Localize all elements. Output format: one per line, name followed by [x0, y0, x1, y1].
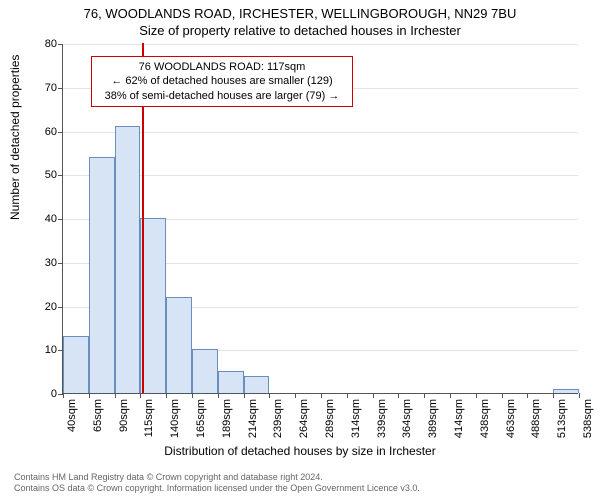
x-tick-label: 189sqm	[221, 399, 233, 438]
histogram-bar	[166, 297, 192, 393]
x-tick-mark	[63, 393, 64, 398]
x-tick-label: 140sqm	[169, 399, 181, 438]
histogram-bar	[140, 218, 166, 393]
x-tick-label: 314sqm	[350, 399, 362, 438]
histogram-bar	[192, 349, 218, 393]
footer-line2: Contains OS data © Crown copyright. Info…	[14, 483, 420, 494]
x-tick-label: 239sqm	[272, 399, 284, 438]
y-axis-label: Number of detached properties	[8, 55, 22, 220]
x-tick-label: 364sqm	[401, 399, 413, 438]
annotation-line: 76 WOODLANDS ROAD: 117sqm	[98, 60, 346, 74]
x-tick-label: 90sqm	[118, 399, 130, 432]
x-tick-mark	[527, 393, 528, 398]
x-tick-label: 289sqm	[324, 399, 336, 438]
x-tick-label: 488sqm	[530, 399, 542, 438]
annotation-callout: 76 WOODLANDS ROAD: 117sqm← 62% of detach…	[91, 56, 353, 107]
x-tick-label: 65sqm	[92, 399, 104, 432]
x-tick-mark	[89, 393, 90, 398]
x-tick-mark	[166, 393, 167, 398]
x-tick-mark	[192, 393, 193, 398]
x-tick-mark	[115, 393, 116, 398]
x-tick-mark	[373, 393, 374, 398]
plot-area: 0102030405060708040sqm65sqm90sqm115sqm14…	[62, 44, 578, 394]
x-tick-label: 339sqm	[376, 399, 388, 438]
title-subtitle: Size of property relative to detached ho…	[0, 21, 600, 38]
x-tick-label: 463sqm	[505, 399, 517, 438]
x-tick-mark	[269, 393, 270, 398]
x-tick-mark	[476, 393, 477, 398]
annotation-line: ← 62% of detached houses are smaller (12…	[98, 74, 346, 88]
x-tick-label: 414sqm	[453, 399, 465, 438]
x-tick-mark	[579, 393, 580, 398]
chart-container: 76, WOODLANDS ROAD, IRCHESTER, WELLINGBO…	[0, 0, 600, 500]
x-tick-label: 264sqm	[298, 399, 310, 438]
x-tick-mark	[424, 393, 425, 398]
x-tick-mark	[450, 393, 451, 398]
x-tick-label: 513sqm	[556, 399, 568, 438]
x-tick-mark	[295, 393, 296, 398]
x-tick-mark	[218, 393, 219, 398]
annotation-line: 38% of semi-detached houses are larger (…	[98, 89, 346, 103]
x-tick-mark	[398, 393, 399, 398]
x-tick-mark	[553, 393, 554, 398]
x-tick-label: 438sqm	[479, 399, 491, 438]
x-tick-label: 389sqm	[427, 399, 439, 438]
histogram-bar	[63, 336, 89, 393]
x-tick-mark	[347, 393, 348, 398]
x-tick-label: 538sqm	[582, 399, 594, 438]
x-tick-label: 214sqm	[247, 399, 259, 438]
footer-attribution: Contains HM Land Registry data © Crown c…	[14, 472, 420, 495]
histogram-bar	[244, 376, 270, 394]
histogram-bar	[115, 126, 141, 393]
x-tick-mark	[244, 393, 245, 398]
histogram-bar	[553, 389, 579, 393]
x-tick-mark	[502, 393, 503, 398]
x-tick-label: 115sqm	[143, 399, 155, 437]
x-tick-mark	[321, 393, 322, 398]
gridline	[63, 44, 578, 45]
histogram-bar	[218, 371, 244, 393]
x-tick-label: 40sqm	[66, 399, 78, 432]
x-tick-label: 165sqm	[195, 399, 207, 438]
x-axis-label: Distribution of detached houses by size …	[0, 444, 600, 458]
footer-line1: Contains HM Land Registry data © Crown c…	[14, 472, 420, 483]
title-address: 76, WOODLANDS ROAD, IRCHESTER, WELLINGBO…	[0, 0, 600, 21]
x-tick-mark	[140, 393, 141, 398]
histogram-bar	[89, 157, 115, 393]
